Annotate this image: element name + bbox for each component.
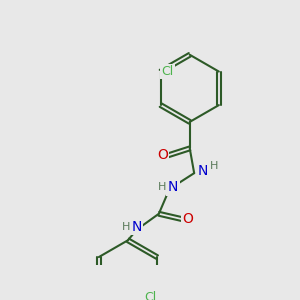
Text: N: N [132, 220, 142, 234]
Text: H: H [209, 161, 218, 171]
Text: H: H [158, 182, 166, 192]
Text: H: H [122, 222, 130, 232]
Text: O: O [157, 148, 168, 163]
Text: N: N [198, 164, 208, 178]
Text: Cl: Cl [162, 65, 174, 78]
Text: Cl: Cl [144, 291, 156, 300]
Text: N: N [168, 180, 178, 194]
Text: O: O [182, 212, 194, 226]
